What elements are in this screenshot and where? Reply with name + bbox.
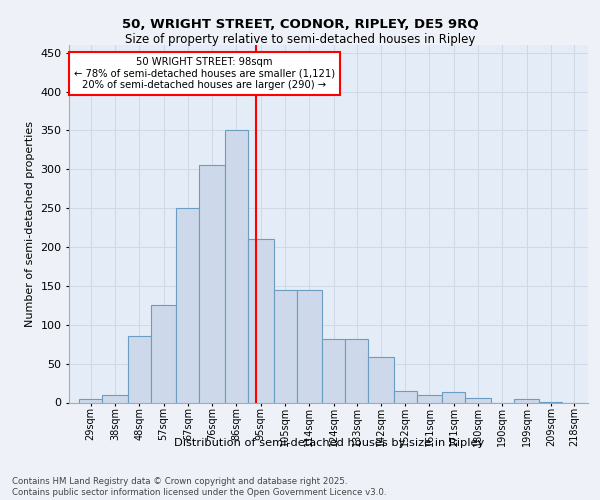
Bar — [199, 166, 225, 402]
Bar — [176, 208, 199, 402]
Bar — [417, 394, 442, 402]
Bar — [248, 240, 274, 402]
Bar — [442, 392, 465, 402]
Bar — [368, 358, 394, 403]
Text: Size of property relative to semi-detached houses in Ripley: Size of property relative to semi-detach… — [125, 32, 475, 46]
Bar — [322, 339, 345, 402]
Text: Contains HM Land Registry data © Crown copyright and database right 2025.
Contai: Contains HM Land Registry data © Crown c… — [12, 478, 386, 497]
Bar — [274, 290, 296, 403]
Bar — [128, 336, 151, 402]
Text: Distribution of semi-detached houses by size in Ripley: Distribution of semi-detached houses by … — [173, 438, 484, 448]
Bar — [465, 398, 491, 402]
Text: 50, WRIGHT STREET, CODNOR, RIPLEY, DE5 9RQ: 50, WRIGHT STREET, CODNOR, RIPLEY, DE5 9… — [122, 18, 478, 30]
Y-axis label: Number of semi-detached properties: Number of semi-detached properties — [25, 120, 35, 327]
Text: 50 WRIGHT STREET: 98sqm
← 78% of semi-detached houses are smaller (1,121)
20% of: 50 WRIGHT STREET: 98sqm ← 78% of semi-de… — [74, 56, 335, 90]
Bar — [514, 400, 539, 402]
Bar — [151, 306, 176, 402]
Bar — [394, 391, 417, 402]
Bar — [345, 339, 368, 402]
Bar — [102, 394, 128, 402]
Bar — [296, 290, 322, 403]
Bar — [225, 130, 248, 402]
Bar — [79, 398, 102, 402]
